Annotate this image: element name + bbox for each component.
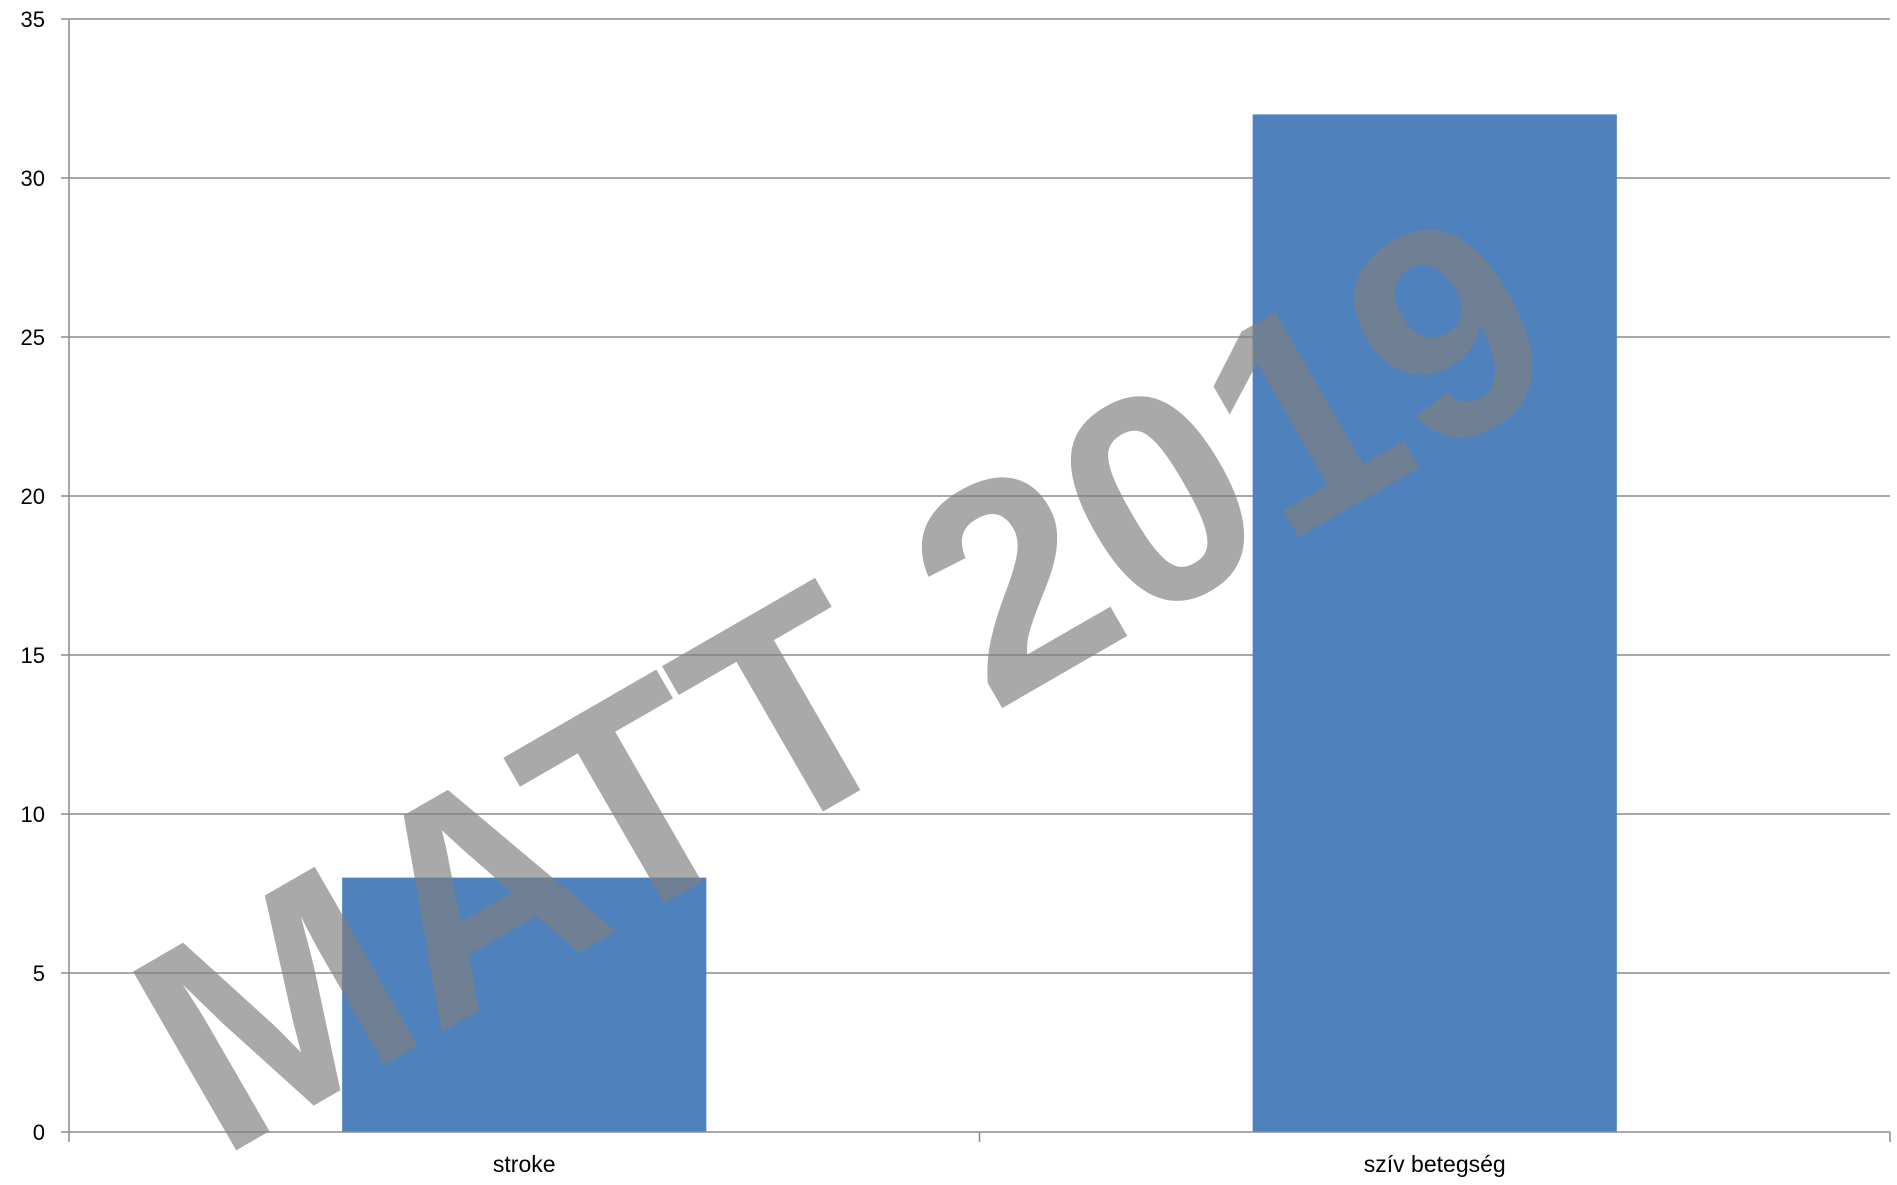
y-tick-labels: 0 5 10 15 20 25 30 35 (21, 7, 45, 1145)
bar-0 (342, 877, 707, 1132)
y-tick-label: 30 (21, 166, 45, 191)
y-tick-label: 5 (33, 961, 45, 986)
x-tick-label: szív betegség (1364, 1151, 1506, 1177)
x-tick-label: stroke (493, 1151, 556, 1177)
x-tick-labels: stroke szív betegség (493, 1151, 1506, 1177)
y-tick-label: 20 (21, 484, 45, 509)
bar-1 (1252, 114, 1617, 1132)
gridlines (69, 18, 1890, 974)
axes (61, 18, 1891, 1142)
bars (342, 114, 1617, 1132)
y-tick-label: 0 (33, 1120, 45, 1145)
y-tick-label: 35 (21, 7, 45, 32)
y-tick-label: 25 (21, 325, 45, 350)
y-tick-label: 10 (21, 802, 45, 827)
y-tick-label: 15 (21, 643, 45, 668)
